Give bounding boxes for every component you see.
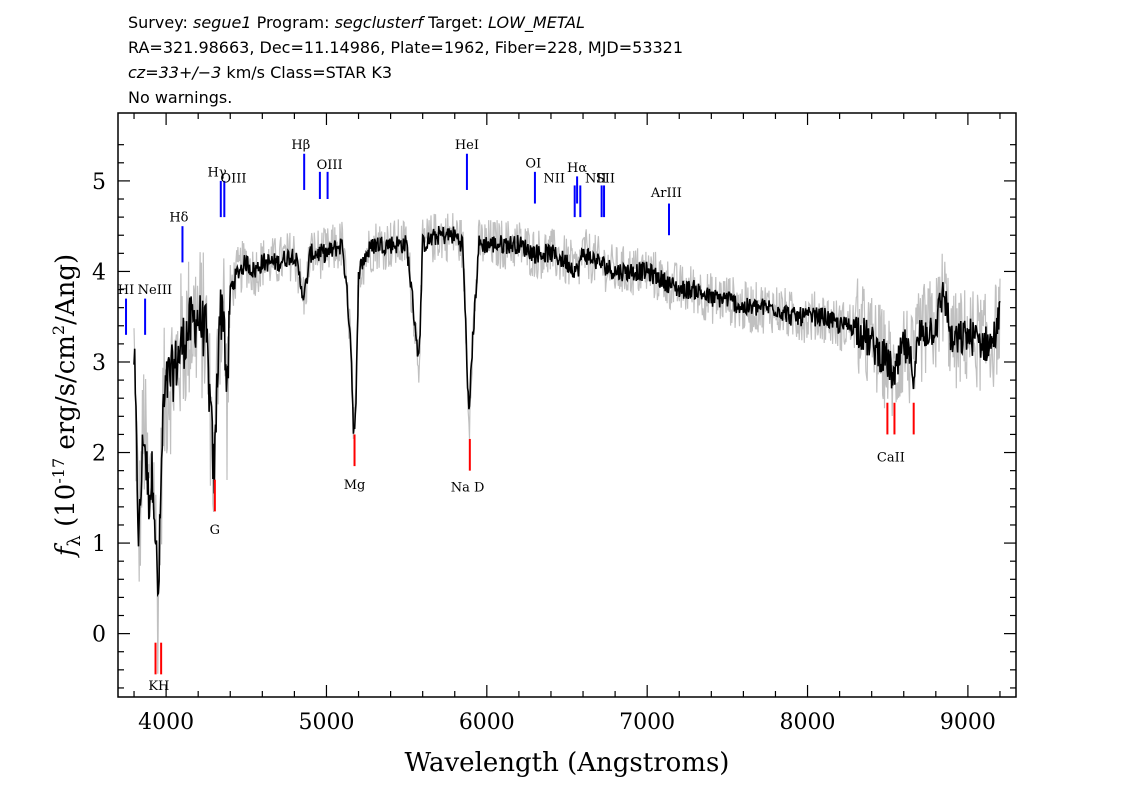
- x-axis-title: Wavelength (Angstroms): [405, 748, 730, 778]
- y-tick-label: 4: [92, 260, 106, 285]
- absorption-label-14: K: [148, 679, 158, 694]
- target-label: Target:: [428, 13, 483, 32]
- emission-label-3: Hγ: [208, 165, 227, 180]
- survey-label: Survey:: [128, 13, 188, 32]
- class-text: km/s Class=STAR K3: [221, 63, 393, 82]
- x-tick-label: 4000: [138, 710, 194, 735]
- emission-label-1: NeIII: [138, 283, 172, 298]
- x-tick-label: 7000: [619, 710, 675, 735]
- emission-label-13: ArIII: [650, 186, 682, 201]
- x-tick-label: 8000: [780, 710, 836, 735]
- program-value: segclusterf: [334, 13, 423, 32]
- absorption-label-16: G: [210, 523, 220, 538]
- y-axis-title: fλ (10-17 erg/s/cm2/Ang): [49, 254, 85, 558]
- x-tick-label: 5000: [298, 710, 354, 735]
- emission-label-4: OIII: [220, 172, 246, 187]
- emission-label-5: Hβ: [291, 138, 310, 153]
- survey-value: segue1: [192, 13, 252, 32]
- emission-label-7: HeI: [455, 138, 479, 153]
- emission-label-9: NII: [543, 172, 565, 187]
- y-tick-label: 0: [92, 623, 106, 648]
- header-line-1: Survey: segue1 Program: segclusterf Targ…: [128, 13, 585, 33]
- warnings-text: No warnings.: [128, 88, 233, 107]
- y-tick-label: 1: [92, 532, 106, 557]
- y-tick-label: 3: [92, 351, 106, 376]
- y-tick-label: 2: [92, 442, 106, 467]
- emission-label-11: NII: [585, 172, 607, 187]
- emission-label-8: OI: [525, 156, 541, 171]
- flux-line: [133, 225, 1001, 598]
- absorption-label-15: H: [158, 679, 169, 694]
- redshift-value: cz=33+/−3: [128, 63, 222, 82]
- header-line-3: cz=33+/−3 km/s Class=STAR K3: [128, 63, 392, 83]
- emission-label-2: Hδ: [169, 211, 188, 226]
- emission-label-12: SII: [596, 172, 615, 187]
- noise-band: [133, 213, 1001, 674]
- target-value: LOW_METAL: [488, 13, 585, 32]
- x-tick-label: 9000: [940, 710, 996, 735]
- absorption-label-17: Mg: [344, 478, 366, 493]
- emission-label-10: Hα: [567, 161, 587, 176]
- plot-frame: [117, 112, 1017, 698]
- x-tick-label: 6000: [459, 710, 515, 735]
- emission-label-0: HI: [118, 283, 134, 298]
- program-label: Program:: [256, 13, 330, 32]
- header-line-2: RA=321.98663, Dec=11.14986, Plate=1962, …: [128, 38, 684, 57]
- absorption-label-18: Na D: [451, 480, 485, 495]
- emission-label-6: OIII: [317, 158, 343, 173]
- absorption-label-19: CaII: [877, 451, 905, 466]
- y-tick-label: 5: [92, 170, 106, 195]
